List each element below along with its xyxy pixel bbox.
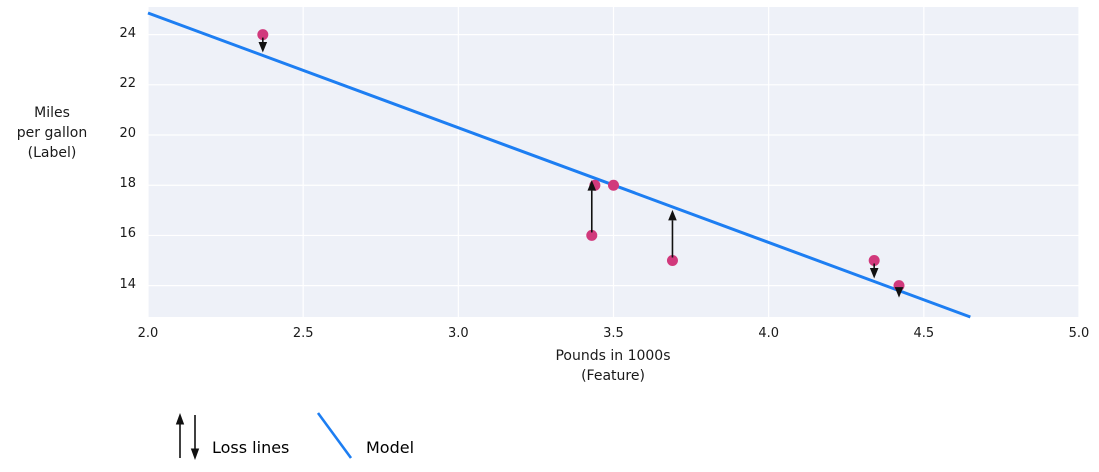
x-tick-label: 4.5	[913, 326, 935, 341]
y-axis-label-line: (Label)	[27, 145, 77, 161]
up-arrow-icon	[175, 413, 185, 458]
chart-legend: Loss lines Model	[168, 408, 468, 466]
x-tick-label: 5.0	[1068, 326, 1090, 341]
model-line-icon	[316, 412, 353, 459]
down-arrow-icon	[190, 415, 200, 460]
y-axis-label-line: Miles	[34, 105, 70, 121]
y-tick-label: 18	[119, 176, 136, 192]
x-tick-label: 2.5	[292, 326, 314, 341]
y-axis-label-line: per gallon	[16, 125, 88, 141]
y-axis-label: Miles per gallon (Label)	[0, 103, 104, 163]
model-line	[147, 11, 971, 319]
x-axis-label-line: (Feature)	[581, 368, 645, 384]
data-point	[586, 229, 598, 241]
data-point	[868, 255, 880, 267]
y-tick-label: 20	[119, 126, 136, 142]
loss-line-arrowhead	[894, 287, 904, 298]
loss-line-arrowhead	[869, 267, 879, 279]
legend-loss-lines-label: Loss lines	[212, 438, 290, 457]
y-tick-label: 16	[119, 226, 136, 242]
data-point	[608, 179, 619, 191]
y-tick-label: 24	[119, 25, 136, 41]
loss-line-arrowhead	[668, 209, 677, 221]
x-tick-label: 3.0	[447, 326, 469, 341]
data-point	[257, 29, 269, 41]
x-axis-label-line: Pounds in 1000s	[555, 348, 671, 364]
x-tick-label: 4.0	[758, 326, 779, 341]
data-point	[666, 255, 678, 267]
plot-canvas	[147, 7, 1080, 319]
loss-line-arrowhead	[587, 180, 597, 191]
x-tick-label: 3.5	[603, 326, 624, 341]
legend-model-label: Model	[366, 438, 415, 457]
x-tick-label: 2.0	[137, 326, 159, 341]
x-axis-label: Pounds in 1000s (Feature)	[463, 346, 763, 386]
loss-line-arrowhead	[258, 41, 268, 53]
y-tick-label: 22	[119, 75, 136, 91]
loss-lines-arrows-icon	[175, 413, 200, 460]
y-tick-label: 14	[119, 276, 136, 292]
